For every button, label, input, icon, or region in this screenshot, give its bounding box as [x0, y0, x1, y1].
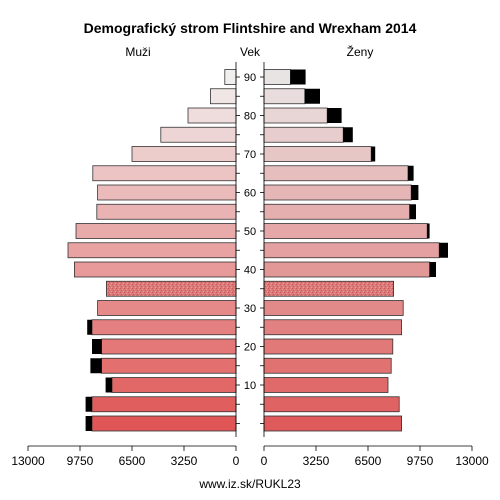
age-axis: 10 20 30 40 50 60 70 80 90: [235, 62, 265, 437]
women-bar-10-14: [263, 377, 389, 393]
women-excess-90+: [290, 69, 306, 85]
men-excess-0-4: [85, 416, 92, 431]
women-bar-85-89: [263, 88, 306, 105]
age-tick-label: 20: [244, 342, 256, 354]
women-bar-15-19: [263, 357, 392, 374]
women-excess-45-49: [439, 242, 448, 258]
women-label: Ženy: [347, 44, 374, 59]
men-bar-0-4: [91, 415, 237, 432]
women-excess-60-64: [411, 185, 419, 200]
age-tick-label: 40: [244, 265, 256, 277]
women-bar-65-69: [263, 165, 409, 182]
women-bar-30-34: [263, 300, 404, 316]
women-bar-50-54: [263, 223, 428, 239]
men-excess-5-9: [85, 396, 92, 412]
women-bar-40-44: [263, 261, 431, 278]
women-excess-65-69: [408, 165, 414, 181]
women-bars: [263, 69, 448, 432]
men-bar-55-59: [96, 203, 237, 220]
women-bar-80-84: [263, 107, 328, 124]
women-bar-60-64: [263, 184, 412, 201]
x-tick-label: 0: [233, 454, 240, 468]
men-bar-10-14: [111, 377, 237, 393]
x-axis: 13000 9750 6500 3250 0 0 3250 6500 9750 13000: [11, 445, 489, 468]
women-excess-55-59: [409, 204, 416, 220]
x-tick-label: 6500: [119, 454, 146, 468]
men-bar-50-54: [75, 223, 237, 239]
women-bar-55-59: [263, 203, 411, 220]
men-bar-45-49: [67, 242, 237, 259]
age-tick-label: 80: [244, 111, 256, 123]
men-excess-10-14: [105, 377, 112, 393]
men-bar-40-44: [74, 261, 237, 278]
men-bar-30-34: [97, 300, 237, 316]
x-tick-label: 0: [261, 454, 268, 468]
men-excess-25-29: [87, 319, 92, 335]
x-tick-label: 9750: [407, 454, 434, 468]
x-tick-label: 6500: [355, 454, 382, 468]
x-tick-label: 3250: [171, 454, 198, 468]
women-excess-40-44: [429, 262, 436, 277]
men-label: Muži: [125, 45, 150, 59]
x-tick-label: 9750: [67, 454, 94, 468]
women-bar-45-49: [263, 242, 440, 259]
chart-title: Demografický strom Flintshire and Wrexha…: [84, 20, 417, 36]
men-bar-60-64: [97, 184, 237, 201]
men-excess-15-19: [90, 358, 102, 374]
women-bar-35-39: [263, 280, 395, 297]
women-bar-20-24: [263, 338, 394, 355]
men-bar-70-74: [131, 146, 237, 162]
women-excess-75-79: [343, 127, 353, 143]
women-excess-85-89: [304, 88, 320, 104]
men-excess-20-24: [92, 339, 102, 354]
women-bar-75-79: [263, 126, 344, 143]
age-tick-label: 30: [244, 303, 256, 315]
women-bar-0-4: [263, 415, 403, 432]
men-bar-80-84: [187, 107, 237, 124]
women-bar-25-29: [263, 319, 403, 336]
age-tick-label: 50: [244, 226, 256, 238]
women-bar-90+: [263, 69, 291, 85]
men-bar-5-9: [91, 396, 237, 413]
age-tick-label: 60: [244, 188, 256, 200]
men-bar-25-29: [91, 319, 237, 336]
women-bar-5-9: [263, 396, 400, 413]
x-tick-label: 13000: [455, 454, 489, 468]
women-excess-80-84: [327, 108, 342, 123]
men-bar-90+: [224, 69, 237, 85]
x-tick-label: 3250: [303, 454, 330, 468]
women-bar-70-74: [263, 146, 372, 162]
men-bar-35-39: [106, 280, 237, 297]
men-bar-75-79: [160, 126, 237, 143]
age-label: Vek: [240, 45, 261, 59]
men-bar-20-24: [101, 338, 237, 355]
men-bar-85-89: [209, 88, 237, 105]
x-tick-label: 13000: [11, 454, 45, 468]
men-bars: [67, 69, 237, 432]
age-tick-label: 90: [244, 72, 256, 84]
men-bar-65-69: [92, 165, 237, 182]
age-tick-label: 70: [244, 149, 256, 161]
age-tick-label: 10: [244, 380, 256, 392]
women-excess-50-54: [427, 223, 430, 239]
men-bar-15-19: [101, 357, 237, 374]
footer-source: www.iz.sk/RUKL23: [198, 477, 301, 491]
women-excess-70-74: [371, 146, 376, 162]
